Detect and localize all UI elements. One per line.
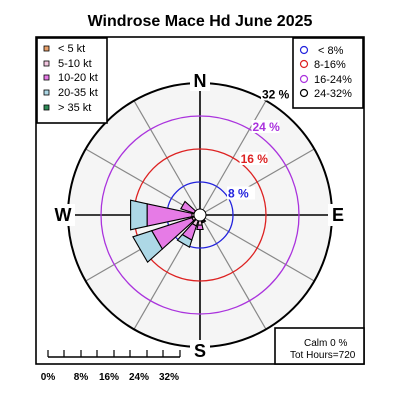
- speed-legend-label-5: > 35 kt: [58, 102, 91, 114]
- ring-legend-label-3: 16-24%: [314, 74, 352, 86]
- label-bg-west: [51, 204, 75, 226]
- ring-legend-marker-2: [299, 59, 309, 69]
- speed-swatch-3: [43, 74, 50, 81]
- scale-bar: 0% 8% 16% 24% 32%: [41, 350, 181, 383]
- ring-label-bg: [251, 120, 280, 133]
- ring-24: [100, 115, 300, 315]
- center-circle: [193, 208, 207, 222]
- plot-frame: [35, 36, 365, 365]
- total-hours-text: Tot Hours=720: [290, 350, 356, 361]
- ring-legend-marker-1: [299, 45, 309, 55]
- label-bg-east: [328, 204, 348, 226]
- speed-swatch-4: [43, 89, 50, 96]
- ring-label-bg: [227, 186, 255, 200]
- speed-legend: < 5 kt 5-10 kt 10-20 kt 20-35 kt > 35 kt: [36, 37, 108, 124]
- ring-label-32: 32 %: [262, 88, 290, 102]
- ring-legend-marker-4: [299, 88, 309, 98]
- north-label: N: [194, 71, 207, 91]
- petal-segment: [201, 219, 207, 224]
- speed-swatch-5: [43, 104, 50, 111]
- speed-legend-label-3: 10-20 kt: [58, 72, 98, 84]
- ring-legend-label-1: < 8%: [318, 45, 344, 57]
- ring-label-16: 16 %: [241, 152, 269, 166]
- ring-legend-label-4: 24-32%: [314, 88, 352, 100]
- ring-legend: < 8% 8-16% 16-24% 24-32%: [292, 37, 364, 109]
- ring-label-bg: [261, 87, 289, 101]
- petal-segment: [132, 230, 163, 264]
- ring-legend-marker-3: [299, 74, 309, 84]
- speed-swatch-1: [43, 45, 50, 52]
- scale-tick-label-0: 0%: [41, 372, 56, 383]
- south-label: S: [194, 341, 206, 361]
- label-bg-north: [190, 69, 210, 91]
- ring-labels: 8 % 16 % 24 % 32 %: [227, 87, 290, 201]
- petal-segment: [176, 233, 193, 249]
- scale-tick-label-24: 24%: [129, 372, 149, 383]
- west-label: W: [55, 205, 72, 225]
- ring-label-24: 24 %: [253, 120, 281, 134]
- ring-label-bg: [239, 152, 268, 165]
- chart-title: Windrose Mace Hd June 2025: [88, 13, 313, 30]
- petal-segment: [196, 224, 204, 231]
- info-box: Calm 0 % Tot Hours=720: [274, 327, 365, 365]
- scale-tick-label-32: 32%: [159, 372, 179, 383]
- speed-swatch-2: [43, 60, 50, 67]
- scale-tick-label-16: 16%: [99, 372, 119, 383]
- scale-bar-ticks: [47, 350, 181, 357]
- speed-legend-label-4: 20-35 kt: [58, 87, 98, 99]
- speed-legend-label-1: < 5 kt: [58, 43, 85, 55]
- calm-text: Calm 0 %: [304, 338, 347, 349]
- speed-legend-label-2: 5-10 kt: [58, 58, 92, 70]
- ring-label-8: 8 %: [228, 187, 249, 201]
- ring-legend-label-2: 8-16%: [314, 59, 346, 71]
- label-bg-south: [190, 340, 210, 362]
- info-box-frame: [274, 327, 365, 365]
- east-label: E: [332, 205, 344, 225]
- petal-segment: [130, 199, 148, 231]
- scale-tick-label-8: 8%: [74, 372, 89, 383]
